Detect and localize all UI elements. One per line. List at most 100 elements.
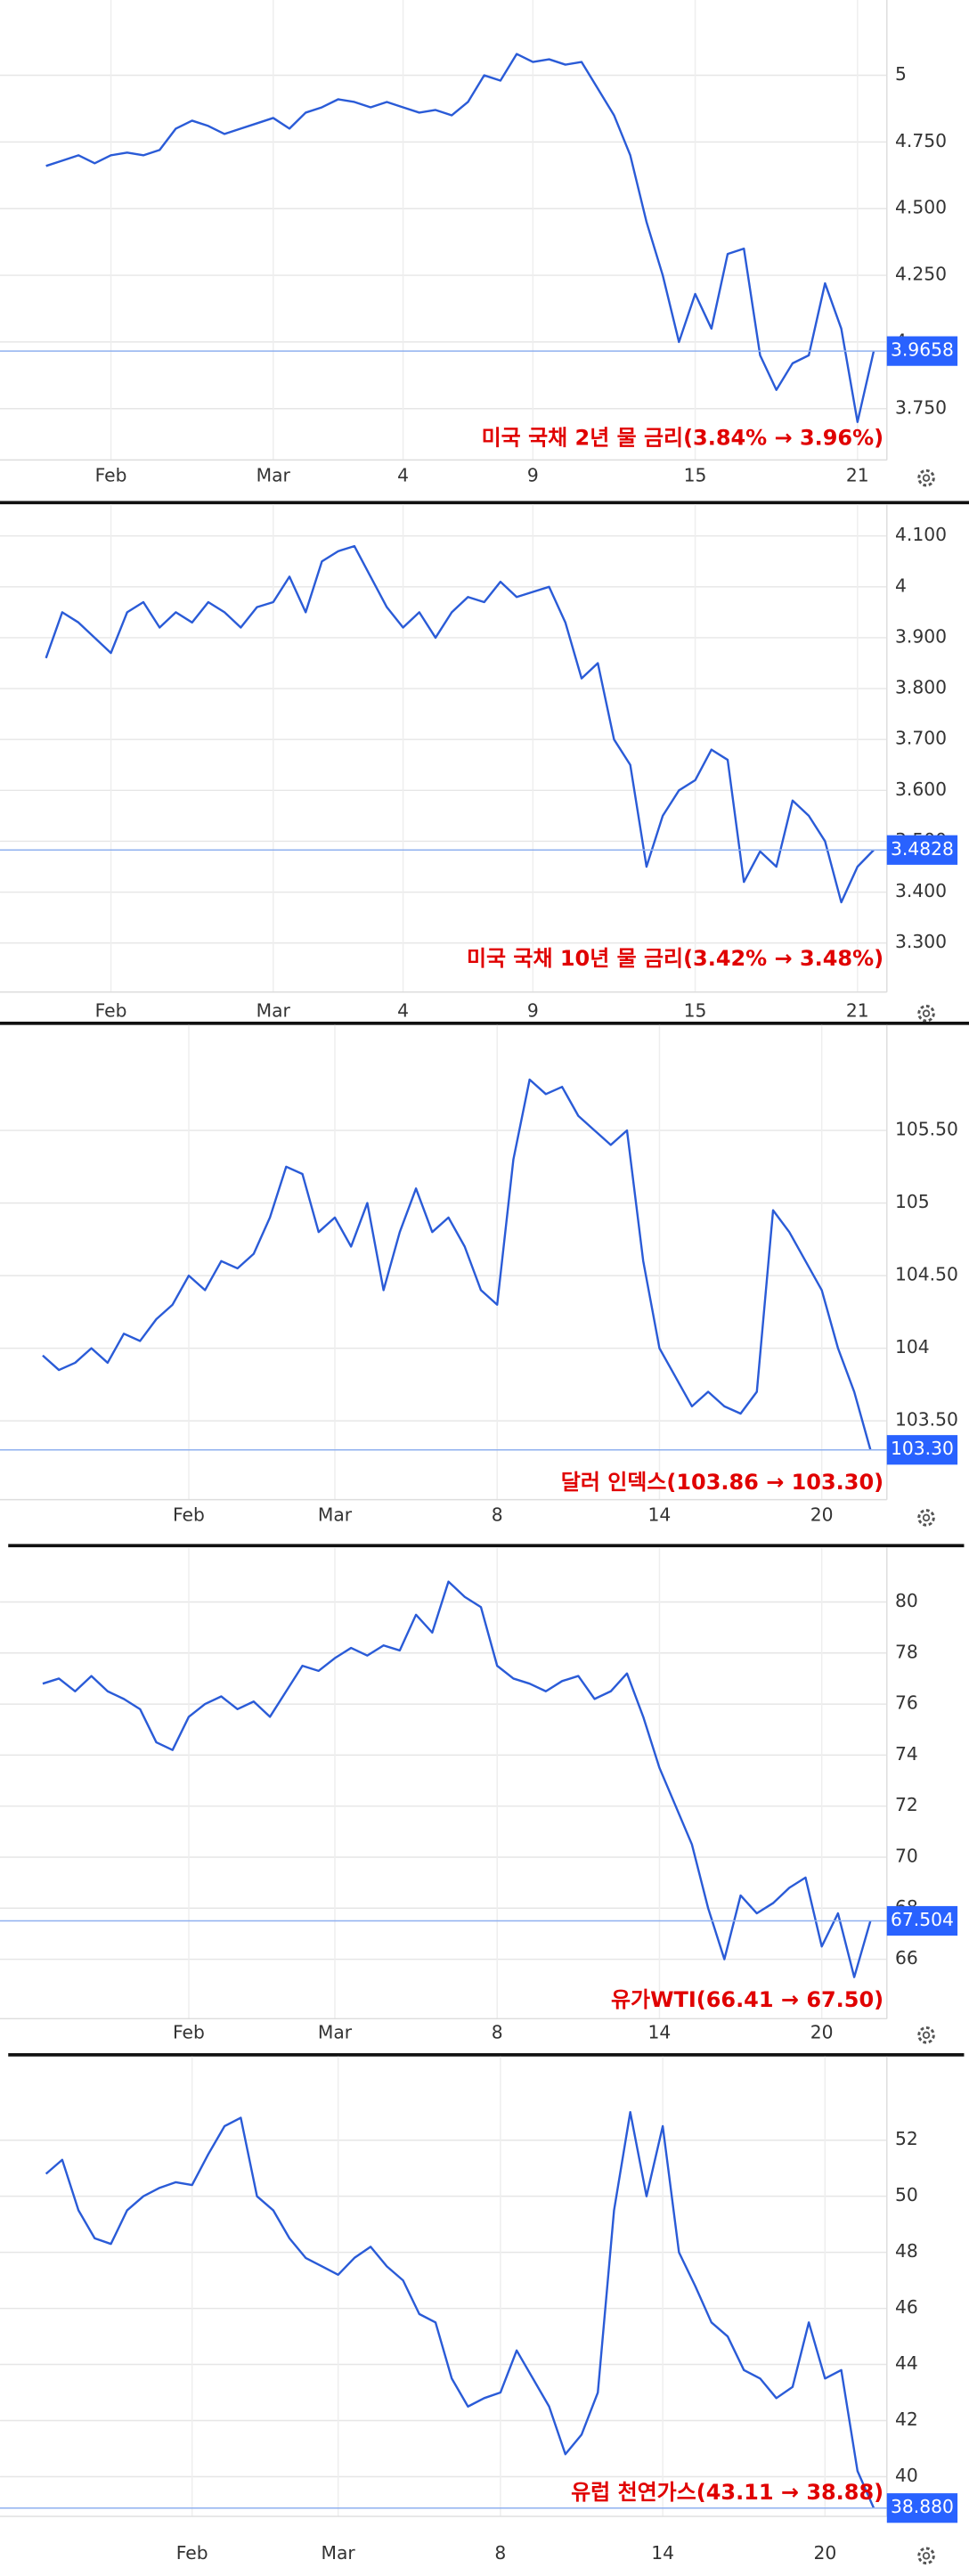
last-price-label: 38.880: [891, 2496, 954, 2517]
y-tick-label: 42: [895, 2409, 918, 2430]
annotation: 미국 국채 2년 물 금리(3.84% → 3.96%): [482, 425, 884, 450]
annotation: 유가WTI(66.41 → 67.50): [611, 1987, 884, 2012]
settings-icon: [917, 1004, 935, 1023]
y-tick-label: 50: [895, 2184, 918, 2205]
x-tick-label: 15: [684, 999, 707, 1021]
y-tick-label: 3.700: [895, 728, 947, 749]
x-tick-label: Feb: [95, 999, 127, 1021]
annotation: 유럽 천연가스(43.11 → 38.88): [571, 2480, 884, 2505]
x-tick-label: 8: [492, 1504, 503, 1526]
x-tick-label: 20: [813, 2542, 836, 2564]
settings-icon-hole: [922, 2552, 931, 2560]
price-line: [42, 1078, 872, 1451]
x-tick-label: 9: [527, 999, 539, 1021]
price-line: [42, 1580, 872, 1978]
x-tick-label: Mar: [322, 2542, 356, 2564]
y-tick-label: 4: [895, 575, 907, 596]
settings-icon-hole: [922, 2031, 931, 2040]
x-tick-label: 15: [684, 464, 707, 485]
x-tick-label: 21: [846, 999, 869, 1021]
y-tick-label: 76: [895, 1692, 918, 1714]
last-price-box: [886, 2493, 958, 2523]
x-tick-label: 20: [810, 1504, 834, 1526]
y-tick-label: 4.100: [895, 524, 947, 545]
y-tick-label: 48: [895, 2240, 918, 2262]
settings-icon: [917, 469, 935, 487]
y-tick-label: 78: [895, 1641, 918, 1662]
last-price-box: [886, 835, 958, 865]
x-tick-label: 20: [810, 2021, 834, 2042]
settings-icon: [917, 2026, 935, 2044]
x-tick-label: Mar: [318, 1504, 353, 1526]
y-tick-label: 52: [895, 2128, 918, 2149]
y-tick-label: 104: [895, 1336, 930, 1357]
x-tick-label: Feb: [95, 464, 127, 485]
y-tick-label: 4.750: [895, 130, 947, 151]
y-tick-label: 4.500: [895, 197, 947, 218]
x-tick-label: 21: [846, 464, 869, 485]
y-tick-label: 74: [895, 1743, 918, 1765]
x-tick-label: Feb: [173, 1504, 205, 1526]
panel-separator: [0, 1021, 969, 1025]
x-tick-label: Mar: [256, 464, 291, 485]
y-tick-label: 103.50: [895, 1409, 958, 1431]
y-tick-label: 3.750: [895, 396, 947, 418]
x-tick-label: 14: [651, 2542, 674, 2564]
x-tick-label: 14: [648, 2021, 672, 2042]
panel-separator: [8, 2053, 965, 2057]
price-line: [45, 2111, 875, 2509]
x-tick-label: 4: [397, 999, 409, 1021]
chart-panel: 3.3003.4003.5003.6003.7003.8003.90044.10…: [0, 504, 969, 1025]
annotation: 미국 국채 10년 물 금리(3.42% → 3.48%): [467, 946, 884, 971]
last-price-label: 67.504: [891, 1909, 954, 1930]
y-tick-label: 66: [895, 1947, 918, 1969]
settings-icon: [917, 2547, 935, 2565]
y-tick-label: 105: [895, 1191, 930, 1212]
y-tick-label: 3.900: [895, 625, 947, 647]
y-tick-label: 105.50: [895, 1119, 958, 1140]
settings-icon-hole: [922, 1513, 931, 1522]
chart-panel: 103.50 104 104.50 105 105.50 Feb Mar 8 14 20 103.3…: [0, 1024, 965, 1548]
y-tick-label: 104.50: [895, 1264, 958, 1285]
last-price-box: [886, 1905, 958, 1936]
panel-separator: [8, 1544, 965, 1548]
last-price-label: 103.30: [891, 1438, 954, 1459]
x-tick-label: 8: [492, 2021, 503, 2042]
last-price-box: [886, 1435, 958, 1465]
price-line: [45, 544, 875, 904]
annotation: 달러 인덱스(103.86 → 103.30): [561, 1470, 884, 1495]
chart-panel: 3.75044.2504.5004.7505FebMar4915213.9658…: [0, 0, 969, 505]
last-price-box: [886, 336, 958, 366]
last-price-label: 3.9658: [891, 339, 954, 361]
y-tick-label: 3.800: [895, 677, 947, 698]
chart-panel: 40 42 44 46 48 50 52 Feb Mar 8 14 20 38.880 유럽 천연가스(4…: [0, 2056, 958, 2565]
y-tick-label: 46: [895, 2296, 918, 2318]
panel-separator: [0, 501, 969, 505]
y-tick-label: 40: [895, 2465, 918, 2486]
y-tick-label: 3.600: [895, 779, 947, 800]
last-price-label: 3.4828: [891, 838, 954, 860]
y-tick-label: 4.250: [895, 264, 947, 285]
settings-icon-hole: [922, 474, 931, 482]
y-tick-label: 80: [895, 1590, 918, 1611]
x-tick-label: 4: [397, 464, 409, 485]
y-tick-label: 70: [895, 1845, 918, 1866]
y-tick-label: 5: [895, 63, 907, 85]
price-line: [45, 53, 875, 423]
settings-icon-hole: [922, 1009, 931, 1018]
y-tick-label: 44: [895, 2352, 918, 2374]
x-tick-label: Mar: [318, 2021, 353, 2042]
x-tick-label: Mar: [256, 999, 291, 1021]
x-tick-label: 14: [648, 1504, 672, 1526]
y-tick-label: 3.400: [895, 880, 947, 901]
x-tick-label: 9: [527, 464, 539, 485]
y-tick-label: 72: [895, 1794, 918, 1815]
x-tick-label: Feb: [173, 2021, 205, 2042]
x-tick-label: Feb: [176, 2542, 208, 2564]
y-tick-label: 3.300: [895, 931, 947, 952]
chart-panel: 6668707274767880FebMar8142067.504유가WTI(6…: [0, 1547, 965, 2057]
x-tick-label: 8: [494, 2542, 506, 2564]
settings-icon: [917, 1509, 935, 1527]
